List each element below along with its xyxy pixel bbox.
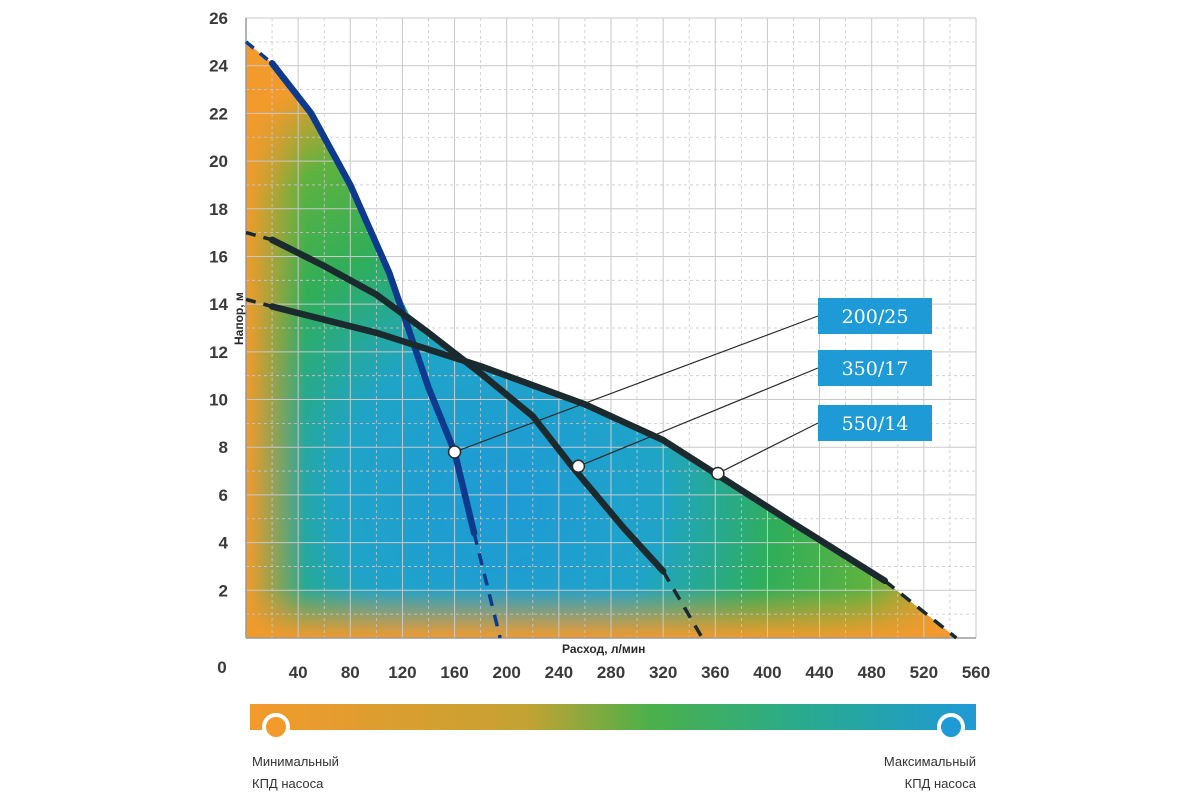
model-labels: 200/25 350/17 550/14	[447, 298, 932, 481]
curve-0-dashed-start	[244, 40, 274, 65]
y-tick-label: 10	[209, 391, 228, 410]
axes	[245, 18, 976, 639]
x-tick-label: 40	[289, 663, 308, 682]
x-axis-title: Расход, л/мин	[562, 642, 645, 656]
ticks: 0 40 80 120 160 200 240 280 320 360 400 440 480 520 56…	[209, 9, 990, 682]
y-tick-label: 8	[219, 438, 228, 457]
curve-2-dashed-end	[883, 579, 958, 640]
colorbar-gradient	[250, 704, 976, 730]
colorbar-max-label: Максимальный КПД насоса	[884, 754, 977, 791]
y-tick-label: 4	[219, 534, 229, 553]
x-tick-label: 440	[805, 663, 833, 682]
curves	[244, 40, 958, 640]
colorbar-min-marker	[262, 713, 290, 741]
curve-1-marker	[571, 459, 586, 474]
x-tick-label: 120	[388, 663, 416, 682]
model-label-1: 350/17	[842, 358, 909, 380]
y-tick-label: 24	[209, 57, 228, 76]
curve-1-dashed-start	[245, 230, 273, 242]
x-tick-label: 400	[753, 663, 781, 682]
y-axis-title: Напор, м	[232, 292, 246, 345]
y-tick-label: 20	[209, 152, 228, 171]
curve-1-dashed-end	[661, 570, 704, 639]
x-tick-label: 280	[597, 663, 625, 682]
colorbar-max-marker	[937, 713, 965, 741]
y-tick-label: 12	[209, 343, 228, 362]
colorbar-min-label: Минимальный КПД насоса	[252, 754, 339, 791]
curve-0-dashed-end	[472, 532, 502, 639]
x-tick-label: 160	[440, 663, 468, 682]
y-tick-label: 26	[209, 9, 228, 28]
curve-2-line	[268, 303, 889, 585]
x-tick-label: 360	[701, 663, 729, 682]
leader-line-0	[454, 315, 819, 453]
leader-line-1	[578, 367, 819, 467]
y-tick-label: 6	[219, 486, 228, 505]
x-tick-label: 480	[858, 663, 886, 682]
x-tick-label: 80	[341, 663, 360, 682]
curve-2-marker	[711, 466, 725, 481]
x-tick-label: 0	[217, 658, 226, 677]
y-tick-label: 18	[209, 200, 228, 219]
model-label-box-1	[818, 350, 932, 386]
efficiency-colorbar: Минимальный КПД насоса Максимальный КПД нас…	[250, 704, 977, 791]
model-label-box-2	[818, 405, 932, 441]
curve-0-marker	[447, 445, 462, 459]
x-tick-label: 320	[649, 663, 677, 682]
model-label-box-0	[818, 298, 932, 334]
y-tick-label: 2	[219, 581, 228, 600]
x-tick-label: 200	[493, 663, 521, 682]
curve-2-dashed-start	[245, 297, 273, 309]
curve-1-line	[268, 236, 667, 575]
y-tick-label: 22	[209, 104, 228, 123]
x-tick-label: 240	[545, 663, 573, 682]
x-tick-label: 520	[910, 663, 938, 682]
grid	[245, 17, 977, 639]
efficiency-fill	[246, 41, 957, 638]
y-tick-label: 14	[209, 295, 228, 314]
x-tick-label: 560	[962, 663, 990, 682]
leader-line-2	[717, 422, 819, 474]
model-label-0: 200/25	[842, 306, 909, 328]
model-label-2: 550/14	[842, 413, 909, 435]
y-tick-label: 16	[209, 247, 228, 266]
